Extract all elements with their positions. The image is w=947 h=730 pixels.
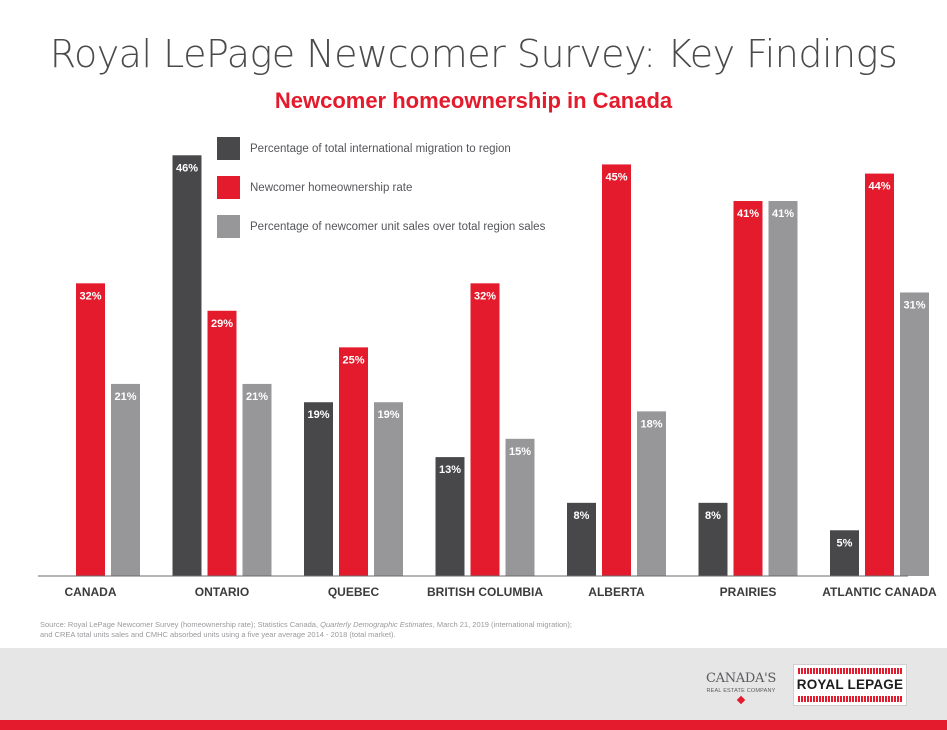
category-label-quebec: QUEBEC bbox=[328, 585, 380, 599]
legend-swatch-3 bbox=[217, 215, 240, 238]
data-label-alberta-series-3: 18% bbox=[640, 418, 662, 430]
legend-swatch-1 bbox=[217, 137, 240, 160]
source-note: Source: Royal LePage Newcomer Survey (ho… bbox=[40, 620, 680, 640]
data-label-atlantic-canada-series-2: 44% bbox=[868, 181, 890, 193]
data-label-quebec-series-1: 19% bbox=[307, 409, 329, 421]
bar-atlantic-canada-series-3 bbox=[900, 292, 929, 576]
logo-stripes-top bbox=[798, 668, 902, 674]
category-label-british-columbia: BRITISH COLUMBIA bbox=[427, 585, 543, 599]
bar-british-columbia-series-1 bbox=[435, 457, 465, 576]
maple-leaf-icon bbox=[736, 695, 746, 705]
bar-quebec-series-1 bbox=[304, 402, 333, 576]
bar-alberta-series-1 bbox=[567, 502, 596, 576]
category-label-prairies: PRAIRIES bbox=[720, 585, 777, 599]
data-label-quebec-series-2: 25% bbox=[342, 354, 364, 366]
bar-prairies-series-2 bbox=[733, 201, 763, 577]
bar-quebec-series-3 bbox=[374, 402, 403, 576]
category-label-alberta: ALBERTA bbox=[588, 585, 645, 599]
data-label-quebec-series-3: 19% bbox=[377, 409, 399, 421]
data-label-prairies-series-1: 8% bbox=[705, 510, 721, 522]
data-label-atlantic-canada-series-1: 5% bbox=[837, 537, 853, 549]
bar-british-columbia-series-2 bbox=[470, 283, 500, 576]
data-label-canada-series-3: 21% bbox=[114, 391, 136, 403]
bar-prairies-series-3 bbox=[768, 201, 798, 577]
source-line1-a: Source: Royal LePage Newcomer Survey (ho… bbox=[40, 620, 321, 629]
legend: Percentage of total international migrat… bbox=[217, 137, 546, 238]
source-line1-b: , March 21, 2019 (international migratio… bbox=[432, 620, 572, 629]
bar-atlantic-canada-series-1 bbox=[830, 530, 859, 576]
data-label-ontario-series-2: 29% bbox=[211, 318, 233, 330]
legend-label-1: Percentage of total international migrat… bbox=[250, 143, 511, 155]
bar-alberta-series-3 bbox=[637, 411, 666, 576]
footer-band bbox=[0, 648, 947, 720]
source-line2: and CREA total units sales and CMHC abso… bbox=[40, 630, 396, 639]
logo-stripes-bottom bbox=[798, 696, 902, 702]
category-label-ontario: ONTARIO bbox=[195, 585, 249, 599]
data-label-alberta-series-1: 8% bbox=[574, 510, 590, 522]
data-label-ontario-series-3: 21% bbox=[246, 391, 268, 403]
legend-swatch-2 bbox=[217, 176, 240, 199]
data-label-british-columbia-series-1: 13% bbox=[439, 464, 461, 476]
company-tagline: CANADA'S REAL ESTATE COMPANY bbox=[702, 671, 780, 705]
tagline-line1: CANADA'S bbox=[706, 671, 776, 686]
data-label-canada-series-2: 32% bbox=[79, 290, 101, 302]
bar-prairies-series-1 bbox=[698, 502, 728, 576]
legend-label-3: Percentage of newcomer unit sales over t… bbox=[250, 221, 546, 233]
bar-canada-series-3 bbox=[111, 383, 140, 576]
data-label-british-columbia-series-3: 15% bbox=[509, 446, 531, 458]
bar-atlantic-canada-series-2 bbox=[865, 173, 894, 577]
data-label-ontario-series-1: 46% bbox=[176, 162, 198, 174]
source-line1-italic: Quarterly Demographic Estimates bbox=[320, 620, 433, 629]
data-label-prairies-series-3: 41% bbox=[772, 208, 794, 220]
data-label-atlantic-canada-series-3: 31% bbox=[903, 299, 925, 311]
royal-lepage-logo: ROYAL LEPAGE bbox=[793, 664, 907, 706]
footer-stripe bbox=[0, 720, 947, 730]
bar-quebec-series-2 bbox=[339, 347, 368, 576]
bar-chart: 32% 21% 46% 29% 21% 19% 25% 19% 13% 32% 15% 8% 45% 18… bbox=[38, 137, 938, 599]
bar-ontario-series-1 bbox=[172, 155, 202, 576]
data-label-british-columbia-series-2: 32% bbox=[474, 290, 496, 302]
data-label-prairies-series-2: 41% bbox=[737, 208, 759, 220]
bar-ontario-series-2 bbox=[207, 310, 237, 576]
category-label-canada: CANADA bbox=[65, 585, 117, 599]
page-title: Royal LePage Newcomer Survey: Key Findin… bbox=[49, 32, 898, 76]
chart-subtitle: Newcomer homeownership in Canada bbox=[274, 88, 673, 113]
bar-ontario-series-3 bbox=[242, 383, 272, 576]
tagline-line2: REAL ESTATE COMPANY bbox=[706, 688, 776, 694]
logo-text: ROYAL LEPAGE bbox=[796, 677, 904, 692]
bars-group: 32% 21% 46% 29% 21% 19% 25% 19% 13% 32% 15% 8% 45% 18… bbox=[76, 155, 929, 577]
data-label-alberta-series-2: 45% bbox=[605, 171, 627, 183]
legend-label-2: Newcomer homeownership rate bbox=[250, 182, 412, 194]
bar-alberta-series-2 bbox=[602, 164, 631, 576]
bar-british-columbia-series-3 bbox=[505, 438, 535, 576]
category-label-atlantic-canada: ATLANTIC CANADA bbox=[822, 585, 937, 599]
category-labels: CANADA ONTARIO QUEBEC BRITISH COLUMBIA ALBER… bbox=[65, 585, 938, 599]
bar-canada-series-2 bbox=[76, 283, 105, 576]
